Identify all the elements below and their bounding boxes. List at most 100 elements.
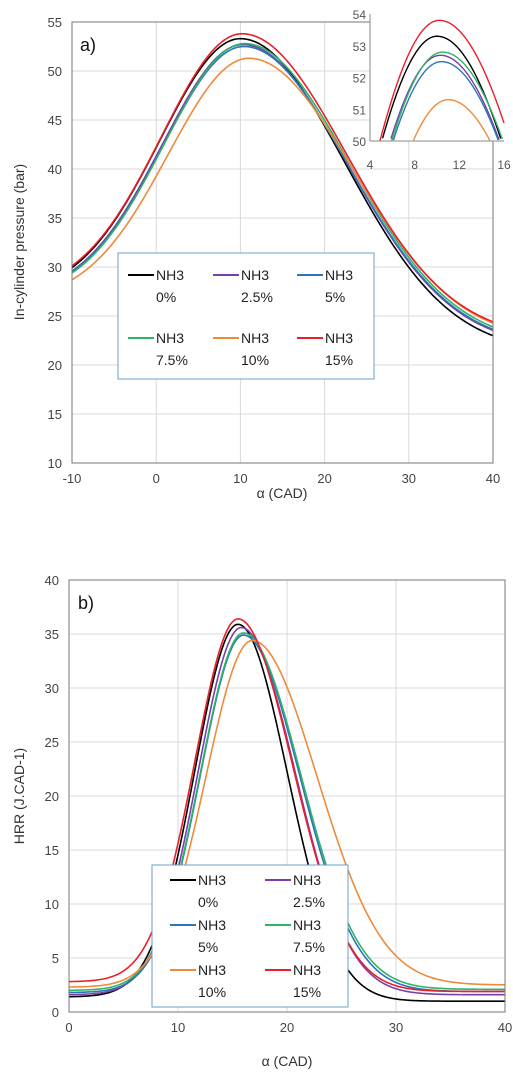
pressure-inset-series [379, 19, 505, 141]
legend-label: NH3 [325, 267, 353, 283]
legend-label: NH3 [156, 330, 184, 346]
legend-label-value: 7.5% [156, 352, 188, 368]
x-tick-label: -10 [63, 471, 82, 486]
x-tick-label: 10 [233, 471, 247, 486]
x-tick-label: 10 [171, 1020, 185, 1035]
pressure-x-axis-label: α (CAD) [257, 485, 308, 501]
y-tick-label: 55 [48, 15, 62, 30]
inset-x-tick-label: 12 [453, 158, 467, 172]
pressure-x-ticks: -10 0 10 20 30 40 [63, 471, 501, 486]
x-tick-label: 20 [280, 1020, 294, 1035]
legend-label-value: 2.5% [293, 894, 325, 910]
inset-series-line [391, 51, 503, 141]
legend-label-value: 0% [198, 894, 218, 910]
series-line [68, 639, 506, 988]
legend-label-value: 10% [198, 984, 226, 1000]
hrr-y-axis-label: HRR (J.CAD-1) [11, 748, 27, 844]
inset-series-line [381, 35, 502, 139]
y-tick-label: 10 [45, 897, 59, 912]
legend-label: NH3 [325, 330, 353, 346]
hrr-x-axis-label: α (CAD) [262, 1053, 313, 1069]
pressure-legend-box [117, 252, 375, 380]
legend-label-value: 2.5% [241, 289, 273, 305]
y-tick-label: 15 [45, 843, 59, 858]
hrr-y-ticks: 0 5 10 15 20 25 30 35 40 [45, 573, 59, 1020]
y-tick-label: 0 [52, 1005, 59, 1020]
y-tick-label: 40 [45, 573, 59, 588]
legend-label: NH3 [241, 330, 269, 346]
series-line [71, 32, 494, 323]
y-tick-label: 45 [48, 113, 62, 128]
legend-label-value: 5% [198, 939, 218, 955]
y-tick-label: 30 [48, 260, 62, 275]
legend-label: NH3 [241, 267, 269, 283]
x-tick-label: 0 [153, 471, 160, 486]
hrr-legend: NH3 0% NH3 2.5% NH3 5% NH3 7.5% NH3 10% NH3 15% [151, 864, 349, 1008]
series-line [71, 42, 494, 328]
legend-label: NH3 [198, 872, 226, 888]
legend-label: NH3 [198, 917, 226, 933]
inset-y-tick-label: 54 [353, 8, 367, 22]
hrr-legend-box [151, 864, 349, 1008]
inset-x-tick-label: 16 [497, 158, 511, 172]
y-tick-label: 20 [45, 789, 59, 804]
y-tick-label: 10 [48, 456, 62, 471]
y-tick-label: 25 [45, 735, 59, 750]
inset-y-tick-label: 50 [353, 135, 367, 149]
hrr-plot-frame [68, 579, 506, 1013]
pressure-legend: NH3 0% NH3 2.5% NH3 5% NH3 7.5% NH3 10% NH3 15% [117, 252, 375, 380]
series-line [68, 618, 505, 993]
hrr-series [68, 618, 506, 1002]
pressure-inset-axes [369, 14, 504, 142]
y-tick-label: 35 [48, 211, 62, 226]
y-tick-label: 20 [48, 358, 62, 373]
x-tick-label: 30 [389, 1020, 403, 1035]
y-tick-label: 25 [48, 309, 62, 324]
legend-label-value: 15% [325, 352, 353, 368]
pressure-panel-label: a) [80, 35, 96, 55]
inset-x-tick-label: 4 [367, 158, 374, 172]
series-line [68, 623, 505, 1002]
hrr-panel-label: b) [78, 593, 94, 613]
legend-label: NH3 [293, 917, 321, 933]
inset-series-line [392, 60, 499, 141]
legend-label-value: 5% [325, 289, 345, 305]
inset-y-tick-label: 51 [353, 103, 367, 117]
legend-label-value: 10% [241, 352, 269, 368]
inset-y-tick-label: 53 [353, 40, 367, 54]
inset-series-line [412, 99, 491, 141]
pressure-plot-frame [71, 21, 494, 464]
inset-y-tick-label: 52 [353, 72, 367, 86]
y-tick-label: 30 [45, 681, 59, 696]
y-tick-label: 15 [48, 407, 62, 422]
pressure-y-ticks: 10 15 20 25 30 35 40 45 50 55 [48, 15, 62, 471]
hrr-chart: 0 10 20 30 40 0 5 10 15 20 25 30 35 40 b) α (CAD) HR… [11, 573, 512, 1069]
y-tick-label: 50 [48, 64, 62, 79]
x-tick-label: 0 [65, 1020, 72, 1035]
x-tick-label: 20 [317, 471, 331, 486]
inset-x-tick-label: 8 [411, 158, 418, 172]
x-tick-label: 40 [498, 1020, 512, 1035]
legend-label: NH3 [293, 962, 321, 978]
pressure-inset-x-ticks: 4 8 12 16 [367, 158, 511, 172]
legend-label-value: 0% [156, 289, 176, 305]
pressure-inset-background [370, 14, 513, 141]
hrr-x-ticks: 0 10 20 30 40 [65, 1020, 512, 1035]
x-tick-label: 30 [402, 471, 416, 486]
legend-label-value: 15% [293, 984, 321, 1000]
legend-label: NH3 [293, 872, 321, 888]
legend-label-value: 7.5% [293, 939, 325, 955]
y-tick-label: 40 [48, 162, 62, 177]
inset-series-line [379, 19, 505, 141]
legend-label: NH3 [156, 267, 184, 283]
inset-series-line [390, 54, 500, 140]
x-tick-label: 40 [486, 471, 500, 486]
pressure-inset-y-ticks: 50 51 52 53 54 [353, 8, 367, 149]
pressure-inset: 4 8 12 16 50 51 52 53 54 [353, 8, 513, 172]
y-tick-label: 5 [52, 951, 59, 966]
pressure-y-axis-label: In-cylinder pressure (bar) [11, 164, 27, 320]
pressure-chart: -10 0 10 20 30 40 10 15 20 25 30 35 40 45 50 55 a) α (… [11, 8, 513, 501]
y-tick-label: 35 [45, 627, 59, 642]
legend-label: NH3 [198, 962, 226, 978]
